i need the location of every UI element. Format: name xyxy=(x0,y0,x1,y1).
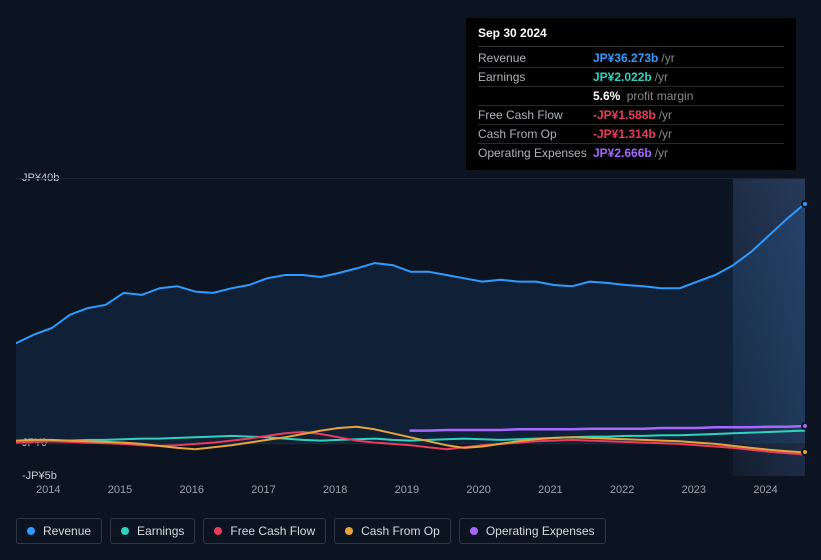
chart-svg xyxy=(16,179,805,477)
legend-item[interactable]: Earnings xyxy=(110,518,195,544)
x-axis-label: 2021 xyxy=(538,484,562,496)
chart-tooltip: Sep 30 2024 RevenueJP¥36.273b/yrEarnings… xyxy=(466,18,796,170)
tooltip-suffix: /yr xyxy=(655,70,668,84)
tooltip-label: Earnings xyxy=(478,70,593,84)
x-axis-label: 2018 xyxy=(323,484,347,496)
legend-item[interactable]: Free Cash Flow xyxy=(203,518,326,544)
tooltip-date: Sep 30 2024 xyxy=(478,26,784,47)
x-axis-label: 2024 xyxy=(753,484,777,496)
legend-label: Earnings xyxy=(137,524,184,538)
legend-label: Revenue xyxy=(43,524,91,538)
tooltip-value: JP¥2.666b xyxy=(593,146,652,160)
tooltip-label: Operating Expenses xyxy=(478,146,593,160)
x-axis-label: 2017 xyxy=(251,484,275,496)
legend-swatch xyxy=(27,527,35,535)
tooltip-row: EarningsJP¥2.022b/yr xyxy=(478,68,784,87)
x-axis-label: 2019 xyxy=(395,484,419,496)
legend-label: Cash From Op xyxy=(361,524,440,538)
legend-label: Operating Expenses xyxy=(486,524,595,538)
legend-item[interactable]: Operating Expenses xyxy=(459,518,606,544)
x-axis-label: 2015 xyxy=(108,484,132,496)
tooltip-suffix: /yr xyxy=(659,127,672,141)
x-axis-label: 2022 xyxy=(610,484,634,496)
tooltip-suffix: /yr xyxy=(659,108,672,122)
tooltip-value: -JP¥1.314b xyxy=(593,127,656,141)
series-end-marker xyxy=(801,448,809,456)
tooltip-label: Cash From Op xyxy=(478,127,593,141)
tooltip-value: -JP¥1.588b xyxy=(593,108,656,122)
legend-swatch xyxy=(121,527,129,535)
series-end-marker xyxy=(801,422,809,430)
tooltip-row: Free Cash Flow-JP¥1.588b/yr xyxy=(478,106,784,125)
legend-swatch xyxy=(345,527,353,535)
legend-swatch xyxy=(470,527,478,535)
legend-label: Free Cash Flow xyxy=(230,524,315,538)
legend-swatch xyxy=(214,527,222,535)
tooltip-row: RevenueJP¥36.273b/yr xyxy=(478,49,784,68)
tooltip-label: Revenue xyxy=(478,51,593,65)
series-end-marker xyxy=(801,200,809,208)
tooltip-row: Cash From Op-JP¥1.314b/yr xyxy=(478,125,784,144)
tooltip-subrow: 5.6% profit margin xyxy=(478,87,784,106)
tooltip-value: JP¥2.022b xyxy=(593,70,652,84)
tooltip-row: Operating ExpensesJP¥2.666b/yr xyxy=(478,144,784,162)
x-axis: 2014 2015 2016 2017 2018 2019 2020 2021 2022 2023… xyxy=(16,482,805,500)
legend-item[interactable]: Cash From Op xyxy=(334,518,451,544)
x-axis-label: 2020 xyxy=(466,484,490,496)
legend: Revenue Earnings Free Cash Flow Cash From O… xyxy=(16,518,606,544)
tooltip-suffix: /yr xyxy=(655,146,668,160)
tooltip-suffix: /yr xyxy=(661,51,674,65)
legend-item[interactable]: Revenue xyxy=(16,518,102,544)
chart-plot[interactable] xyxy=(16,178,805,476)
tooltip-label: Free Cash Flow xyxy=(478,108,593,122)
tooltip-value: JP¥36.273b xyxy=(593,51,658,65)
x-axis-label: 2014 xyxy=(36,484,60,496)
x-axis-label: 2023 xyxy=(682,484,706,496)
x-axis-label: 2016 xyxy=(179,484,203,496)
